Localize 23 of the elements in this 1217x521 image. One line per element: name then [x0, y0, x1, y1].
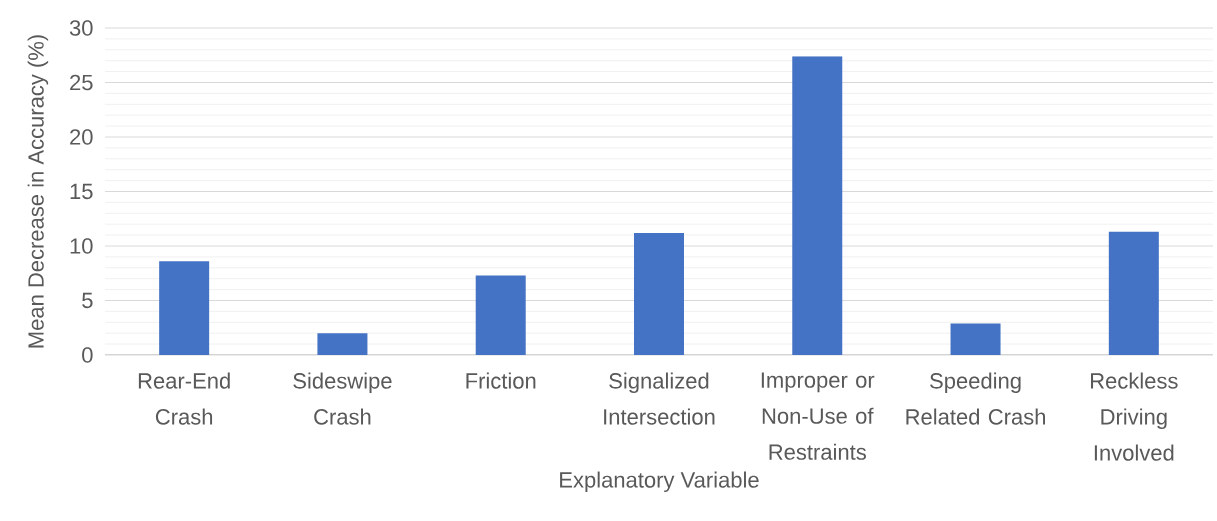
y-axis-title: Mean Decrease in Accuracy (%)	[27, 35, 49, 348]
bar	[633, 232, 684, 355]
y-tick-label: 15	[70, 183, 93, 200]
x-tick-label: Reckless Driving Involved	[1091, 372, 1178, 461]
bar	[950, 323, 1001, 355]
x-tick-label: Speeding Related Crash	[906, 372, 1046, 425]
bar	[792, 56, 843, 355]
x-tick-label: Rear-End Crash	[138, 372, 230, 425]
y-tick-label: 30	[69, 20, 93, 36]
x-tick-label: Signalized Intersection	[604, 372, 715, 425]
x-tick-label: Sideswipe Crash	[293, 372, 392, 425]
x-tick-label: Friction	[466, 372, 536, 389]
y-tick-label: 5	[82, 292, 93, 309]
bar	[317, 333, 368, 355]
x-tick-label: Improper or Non-Use of Restraints	[761, 372, 875, 460]
bar	[475, 275, 526, 355]
y-tick-label: 20	[70, 129, 93, 145]
y-tick-label: 0	[82, 347, 93, 363]
bar	[159, 261, 210, 355]
x-axis-title: Explanatory Variable	[560, 471, 759, 493]
y-tick-label: 25	[70, 74, 93, 91]
bar	[1108, 231, 1159, 355]
y-tick-label: 10	[70, 238, 93, 254]
